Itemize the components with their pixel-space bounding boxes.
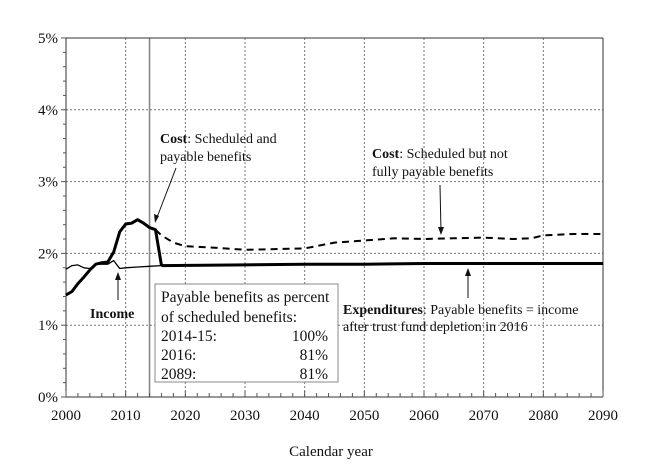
annotation-text: : Scheduled but not bbox=[399, 147, 508, 162]
series-lines bbox=[65, 218, 603, 297]
y-tick-label: 4% bbox=[38, 103, 58, 119]
info-box-row-value: 81% bbox=[300, 347, 329, 364]
expenditures-line bbox=[161, 262, 603, 268]
y-tick-label: 0% bbox=[38, 390, 58, 406]
x-tick-labels: 2000 2010 2020 2030 2040 2050 2060 2070 2080 2090 bbox=[51, 408, 618, 424]
y-tick-label: 1% bbox=[38, 318, 58, 334]
y-tick-label: 3% bbox=[38, 175, 58, 191]
annotation-cost-not-payable: Cost: Scheduled but not fully payable be… bbox=[372, 147, 508, 235]
info-box-heading-1: Payable benefits as percent bbox=[161, 289, 330, 306]
info-box: Payable benefits as percent of scheduled… bbox=[154, 283, 339, 383]
x-tick-label: 2080 bbox=[528, 408, 558, 424]
x-tick-label: 2070 bbox=[469, 408, 499, 424]
x-tick-label: 2020 bbox=[170, 408, 200, 424]
info-box-row-label: 2089: bbox=[161, 366, 196, 383]
annotation-bold: Expenditures bbox=[343, 303, 423, 318]
annotation-text: fully payable benefits bbox=[372, 165, 493, 180]
info-box-frame bbox=[154, 283, 339, 383]
arrow-line bbox=[155, 167, 177, 221]
x-tick-label: 2030 bbox=[230, 408, 260, 424]
arrow-head bbox=[115, 272, 121, 280]
x-tick-label: 2060 bbox=[409, 408, 439, 424]
arrow-line bbox=[439, 184, 442, 233]
x-tick-label: 2040 bbox=[290, 408, 320, 424]
info-box-row-value: 81% bbox=[300, 366, 329, 383]
info-box-row-label: 2014-15: bbox=[161, 328, 217, 345]
y-tick-label: 5% bbox=[38, 31, 58, 47]
annotation-bold: Cost bbox=[372, 147, 400, 162]
svg-text:Cost: Scheduled but not: Cost: Scheduled but not bbox=[372, 147, 508, 162]
annotation-bold: Income bbox=[90, 307, 134, 322]
annotation-text: : Scheduled and bbox=[187, 132, 276, 147]
annotation-income: Income bbox=[90, 272, 134, 322]
x-tick-label: 2050 bbox=[349, 408, 379, 424]
annotation-bold: Cost bbox=[160, 132, 188, 147]
arrow-head bbox=[438, 227, 444, 235]
y-tick-label: 2% bbox=[38, 246, 58, 262]
info-box-row-value: 100% bbox=[292, 328, 328, 345]
x-tick-label: 2000 bbox=[51, 408, 81, 424]
x-axis-label: Calendar year bbox=[289, 444, 373, 460]
svg-text:Expenditures: Payable benefits: Expenditures: Payable benefits = income bbox=[343, 303, 579, 318]
annotation-cost-payable: Cost: Scheduled and payable benefits bbox=[154, 132, 277, 223]
arrow-head bbox=[465, 268, 471, 276]
annotation-text: payable benefits bbox=[160, 150, 251, 165]
x-tick-label: 2010 bbox=[111, 408, 141, 424]
annotation-text: : Payable benefits = income bbox=[423, 303, 579, 318]
annotation-expenditures: Expenditures: Payable benefits = income … bbox=[343, 268, 579, 335]
svg-text:Cost: Scheduled and: Cost: Scheduled and bbox=[160, 132, 277, 147]
annotation-text: after trust fund depletion in 2016 bbox=[343, 320, 528, 335]
income-line bbox=[65, 259, 162, 270]
cost-payable-line bbox=[65, 218, 163, 297]
axes bbox=[61, 37, 604, 398]
cost-not-payable-dashed-line bbox=[154, 228, 603, 251]
arrow-head bbox=[154, 214, 159, 223]
info-box-heading-2: of scheduled benefits: bbox=[161, 309, 297, 326]
info-box-row-label: 2016: bbox=[161, 347, 196, 364]
x-tick-label: 2090 bbox=[588, 408, 618, 424]
y-tick-labels: 0% 1% 2% 3% 4% 5% bbox=[38, 31, 58, 406]
